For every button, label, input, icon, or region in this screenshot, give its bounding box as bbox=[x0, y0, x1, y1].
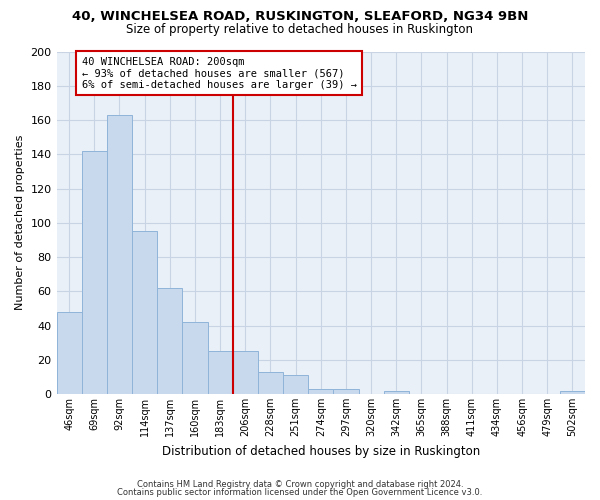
Bar bbox=[334, 389, 359, 394]
X-axis label: Distribution of detached houses by size in Ruskington: Distribution of detached houses by size … bbox=[161, 444, 480, 458]
Bar bbox=[182, 322, 208, 394]
Bar bbox=[157, 288, 182, 394]
Bar bbox=[308, 389, 334, 394]
Text: Contains public sector information licensed under the Open Government Licence v3: Contains public sector information licen… bbox=[118, 488, 482, 497]
Bar bbox=[560, 390, 585, 394]
Bar bbox=[132, 232, 157, 394]
Text: 40, WINCHELSEA ROAD, RUSKINGTON, SLEAFORD, NG34 9BN: 40, WINCHELSEA ROAD, RUSKINGTON, SLEAFOR… bbox=[72, 10, 528, 23]
Y-axis label: Number of detached properties: Number of detached properties bbox=[15, 135, 25, 310]
Text: Contains HM Land Registry data © Crown copyright and database right 2024.: Contains HM Land Registry data © Crown c… bbox=[137, 480, 463, 489]
Bar bbox=[258, 372, 283, 394]
Bar bbox=[233, 351, 258, 394]
Bar bbox=[383, 390, 409, 394]
Text: Size of property relative to detached houses in Ruskington: Size of property relative to detached ho… bbox=[127, 22, 473, 36]
Text: 40 WINCHELSEA ROAD: 200sqm
← 93% of detached houses are smaller (567)
6% of semi: 40 WINCHELSEA ROAD: 200sqm ← 93% of deta… bbox=[82, 56, 357, 90]
Bar bbox=[82, 151, 107, 394]
Bar bbox=[56, 312, 82, 394]
Bar bbox=[208, 351, 233, 394]
Bar bbox=[107, 115, 132, 394]
Bar bbox=[283, 375, 308, 394]
